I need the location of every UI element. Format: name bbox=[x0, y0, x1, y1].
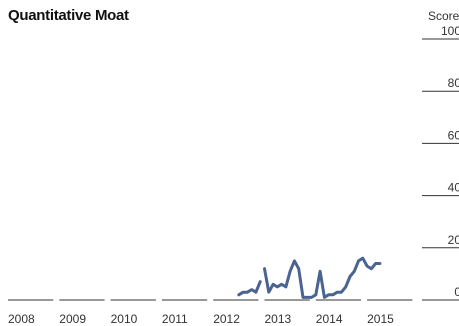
x-tick-label-2011: 2011 bbox=[162, 312, 188, 326]
y-tick-label-20: 20 bbox=[448, 233, 459, 247]
x-tick-label-2013: 2013 bbox=[265, 312, 292, 326]
series-line-segment-2 bbox=[263, 256, 382, 299]
y-tick-label-100: 100 bbox=[441, 24, 459, 38]
x-tick-label-2015: 2015 bbox=[367, 312, 394, 326]
x-tick-label-2008: 2008 bbox=[8, 312, 35, 326]
x-tick-label-2014: 2014 bbox=[316, 312, 343, 326]
x-tick-label-2009: 2009 bbox=[59, 312, 86, 326]
x-tick-label-2010: 2010 bbox=[111, 312, 138, 326]
y-tick-label-0: 0 bbox=[454, 285, 459, 299]
y-tick-label-40: 40 bbox=[448, 181, 459, 195]
x-tick-label-2012: 2012 bbox=[213, 312, 240, 326]
y-tick-label-80: 80 bbox=[448, 76, 459, 90]
y-axis-caption: Score bbox=[428, 9, 459, 23]
chart-title: Quantitative Moat bbox=[8, 7, 129, 24]
y-tick-label-60: 60 bbox=[448, 128, 459, 142]
series-line-segment-1 bbox=[237, 280, 262, 297]
